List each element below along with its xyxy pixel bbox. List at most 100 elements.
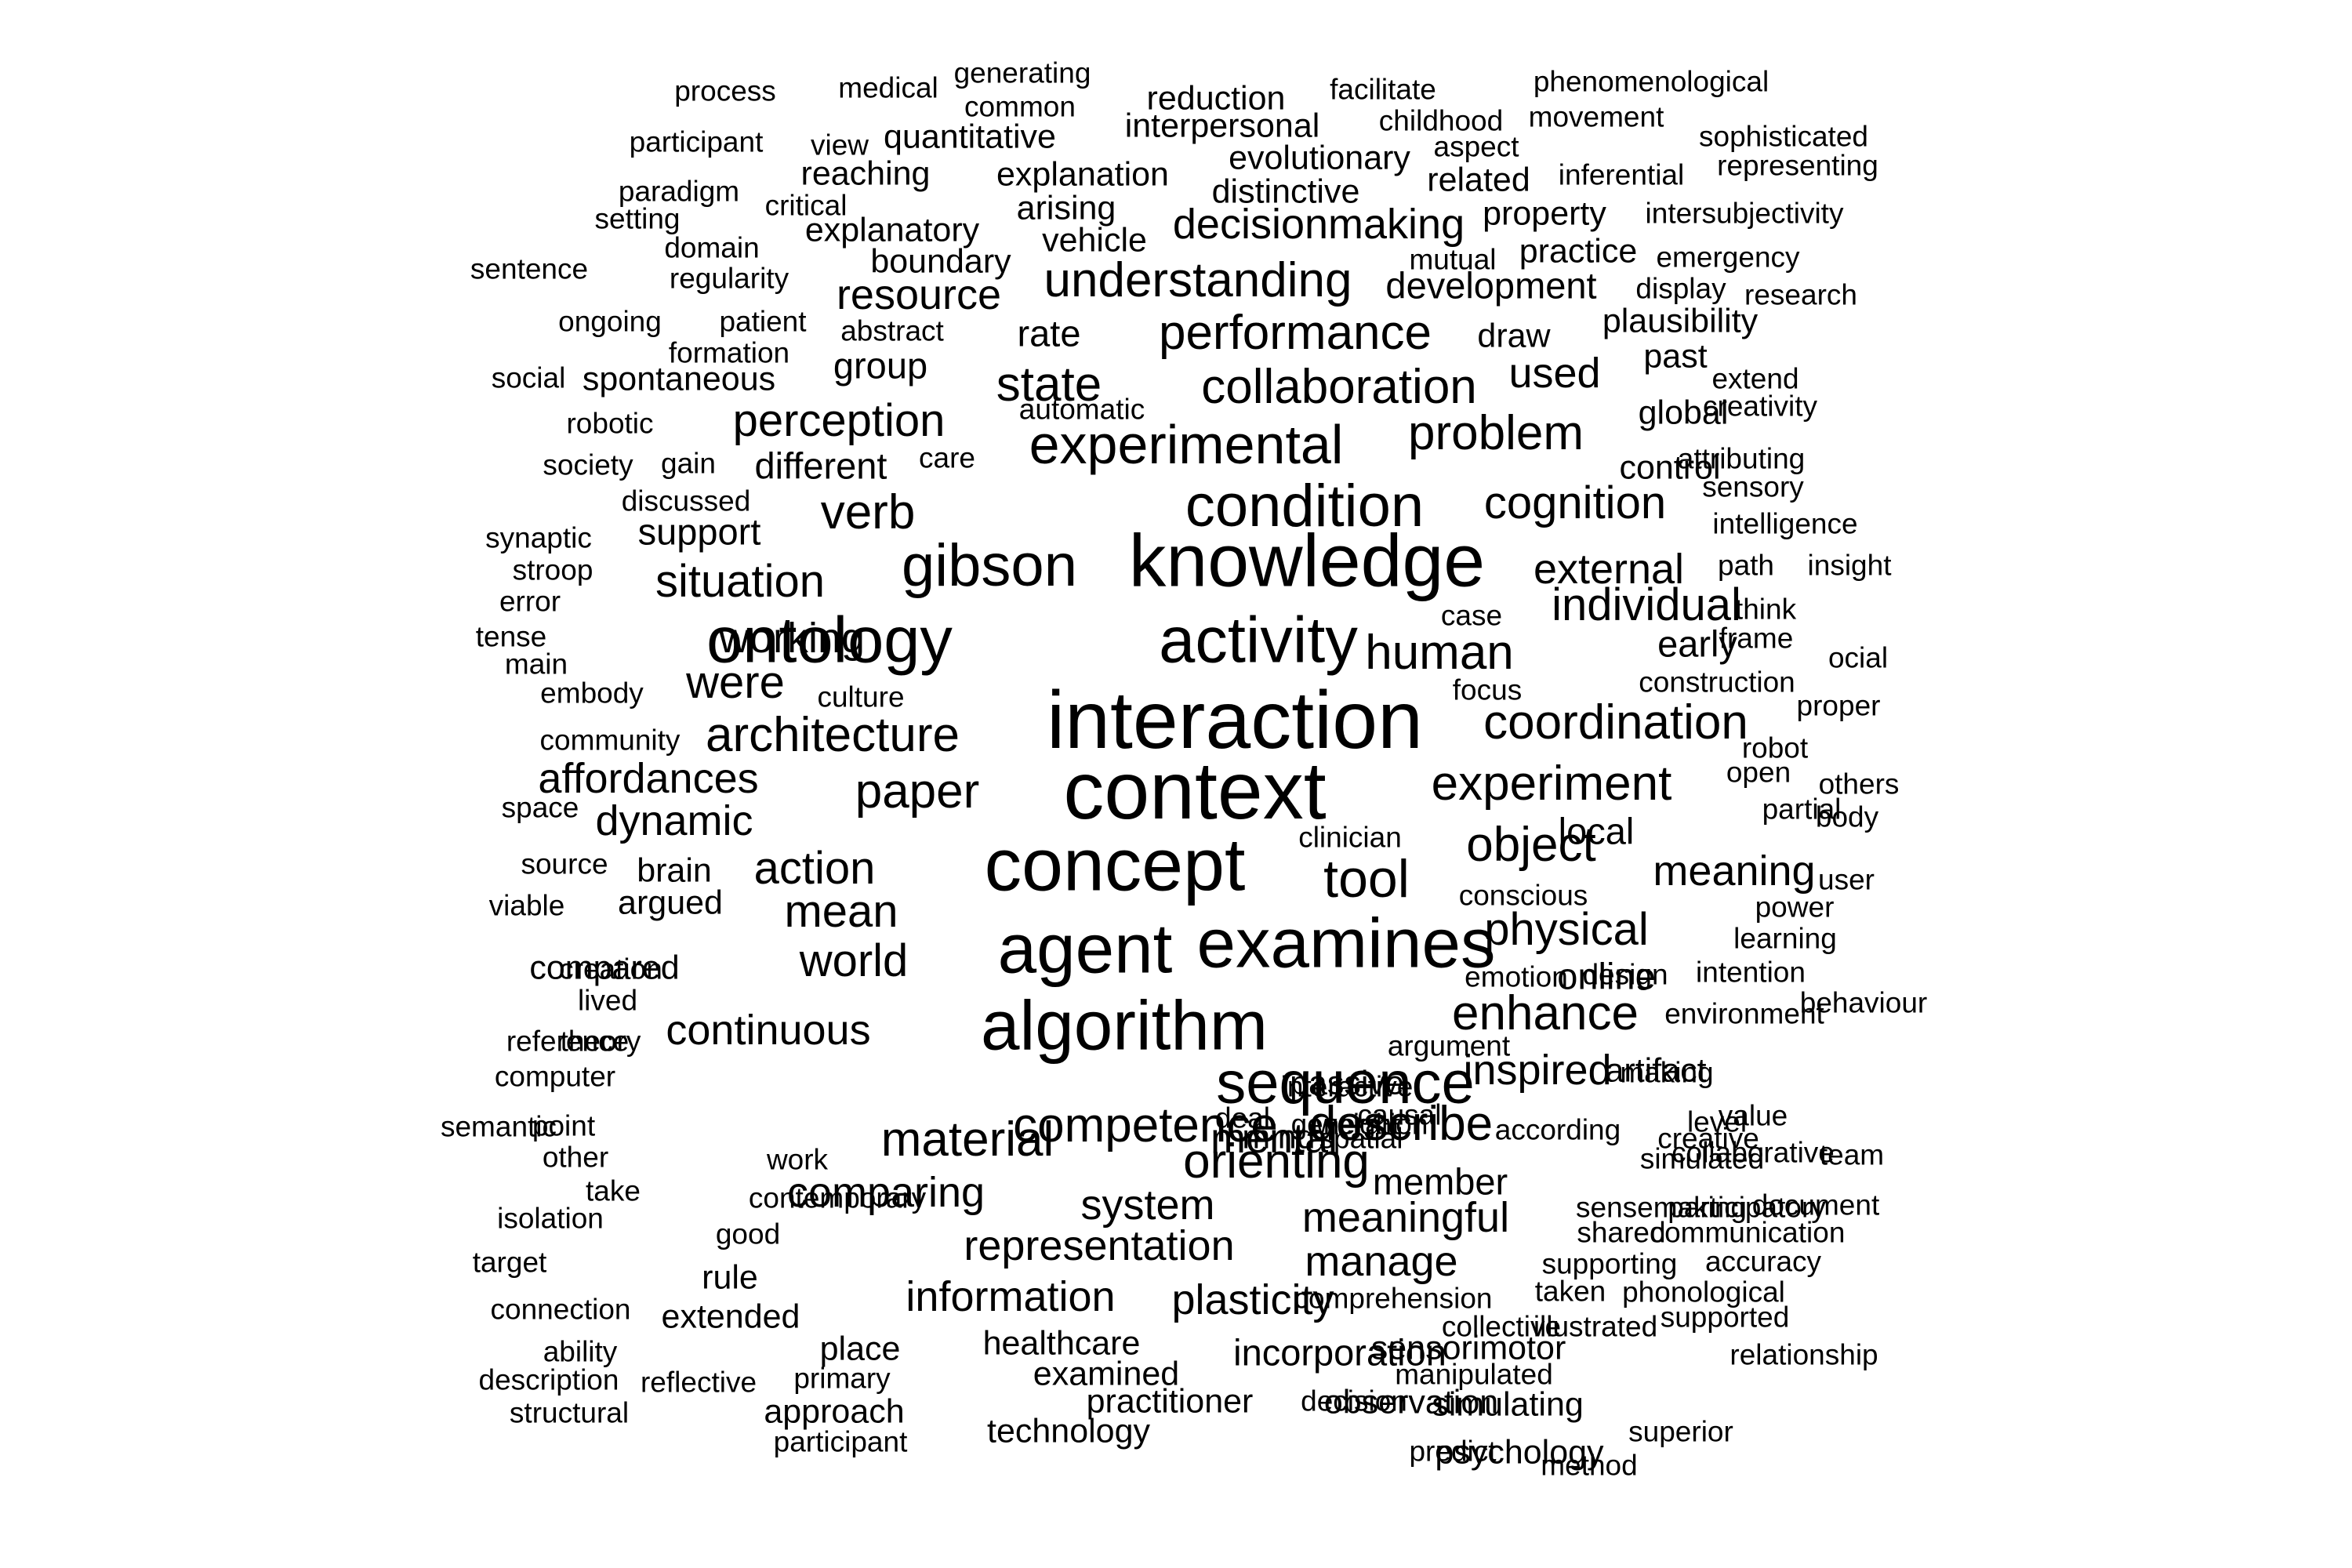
cloud-word: display — [1635, 272, 1726, 305]
cloud-word: path — [1717, 549, 1775, 582]
cloud-word: facilitate — [1330, 73, 1436, 106]
cloud-word: supported — [1660, 1301, 1790, 1334]
cloud-word: level — [1686, 1105, 1748, 1138]
cloud-word: reaching — [800, 154, 931, 193]
cloud-word: creative — [1657, 1122, 1759, 1155]
cloud-word: relationship — [1730, 1338, 1878, 1371]
cloud-word: argument — [1387, 1029, 1511, 1062]
cloud-word: mind — [1242, 1118, 1316, 1156]
cloud-word: design — [1582, 958, 1668, 991]
cloud-word: semantic — [440, 1110, 557, 1143]
cloud-word: description — [478, 1363, 619, 1396]
cloud-word: world — [799, 935, 909, 986]
cloud-word: case — [1440, 599, 1503, 632]
cloud-word: representation — [964, 1222, 1235, 1269]
cloud-word: algorithm — [980, 985, 1269, 1065]
cloud-word: simulated — [1639, 1142, 1765, 1175]
cloud-word: psychology — [1435, 1433, 1604, 1472]
cloud-word: behaviour — [1799, 986, 1928, 1019]
cloud-word: isolation — [497, 1202, 604, 1235]
cloud-word: incorporation — [1233, 1331, 1446, 1374]
cloud-word: emergency — [1656, 241, 1800, 274]
cloud-word: draw — [1477, 317, 1551, 355]
cloud-word: information — [906, 1273, 1116, 1320]
cloud-word: computer — [494, 1060, 616, 1093]
cloud-word: explanation — [996, 155, 1169, 194]
cloud-word: development — [1385, 264, 1597, 307]
cloud-word: paradigm — [618, 175, 740, 208]
cloud-word: evolutionary — [1229, 139, 1410, 177]
cloud-word: contemporary — [748, 1181, 927, 1214]
cloud-word: activity — [1159, 603, 1358, 677]
cloud-word: community — [539, 724, 681, 757]
cloud-word: making — [1620, 1056, 1714, 1089]
cloud-word: state — [996, 358, 1102, 412]
cloud-word: paper — [855, 764, 980, 818]
cloud-word: formation — [668, 336, 790, 369]
cloud-word: setting — [594, 202, 681, 235]
cloud-word: global — [1638, 394, 1729, 432]
cloud-word: early — [1657, 622, 1737, 665]
cloud-word: ability — [543, 1335, 618, 1368]
cloud-word: abstract — [840, 314, 944, 347]
cloud-word: meaning — [1653, 848, 1816, 895]
cloud-word: ocial — [1828, 641, 1889, 674]
cloud-word: attributing — [1677, 442, 1806, 475]
cloud-word: collaborative — [1671, 1136, 1835, 1169]
cloud-word: tense — [475, 620, 547, 653]
cloud-word: representing — [1717, 149, 1878, 182]
cloud-word: weight — [1316, 1108, 1400, 1141]
cloud-word: architecture — [706, 708, 960, 762]
cloud-word: rule — [702, 1258, 758, 1297]
cloud-word: medical — [838, 71, 938, 104]
cloud-word: extended — [661, 1298, 800, 1336]
cloud-word: sophisticated — [1699, 120, 1868, 153]
cloud-word: taken — [1534, 1275, 1606, 1308]
cloud-word: vehicle — [1042, 221, 1147, 260]
cloud-word: observation — [1323, 1383, 1499, 1421]
cloud-word: environment — [1664, 997, 1824, 1030]
cloud-word: plausibility — [1602, 302, 1759, 340]
cloud-word: gain — [661, 447, 716, 480]
cloud-word: perception — [732, 395, 946, 446]
cloud-word: working — [718, 615, 866, 662]
cloud-word: critical — [764, 189, 848, 222]
cloud-word: verb — [820, 485, 916, 539]
cloud-word: agent — [997, 909, 1173, 988]
cloud-word: generation — [1290, 1108, 1428, 1141]
cloud-word: power — [1755, 891, 1835, 924]
cloud-word: user — [1818, 863, 1875, 896]
cloud-word: inspired — [1463, 1047, 1612, 1094]
cloud-word: accuracy — [1704, 1245, 1822, 1278]
cloud-word: lived — [577, 984, 638, 1017]
cloud-word: space — [501, 791, 579, 824]
cloud-word: intelligence — [1712, 507, 1858, 540]
cloud-word: collective — [1441, 1310, 1562, 1343]
cloud-word: embody — [540, 677, 644, 710]
cloud-word: mean — [784, 886, 898, 937]
cloud-word: related — [1427, 161, 1530, 199]
cloud-word: inferential — [1558, 158, 1685, 191]
cloud-word: clinician — [1298, 821, 1402, 854]
cloud-word: interactive — [1280, 1070, 1414, 1103]
cloud-word: think — [1734, 593, 1797, 626]
cloud-word: passive — [1290, 1064, 1404, 1102]
cloud-word: collaboration — [1201, 360, 1477, 414]
cloud-word: decisionmaking — [1172, 201, 1465, 248]
cloud-word: sequence — [1216, 1050, 1475, 1116]
cloud-word: ongoing — [558, 305, 662, 338]
cloud-word: interaction — [1047, 675, 1423, 766]
cloud-word: according — [1494, 1113, 1621, 1146]
cloud-word: discussed — [621, 485, 751, 517]
cloud-word: quantitative — [884, 118, 1056, 156]
cloud-word: culture — [817, 681, 905, 713]
cloud-word: extend — [1711, 362, 1799, 395]
cloud-word: team — [1819, 1138, 1885, 1171]
cloud-word: group — [833, 344, 928, 387]
cloud-word: physical — [1484, 904, 1649, 955]
cloud-word: intention — [1696, 956, 1806, 989]
cloud-word: performance — [1158, 306, 1432, 360]
cloud-word: human — [1365, 626, 1514, 680]
cloud-word: phenomenological — [1533, 65, 1769, 98]
